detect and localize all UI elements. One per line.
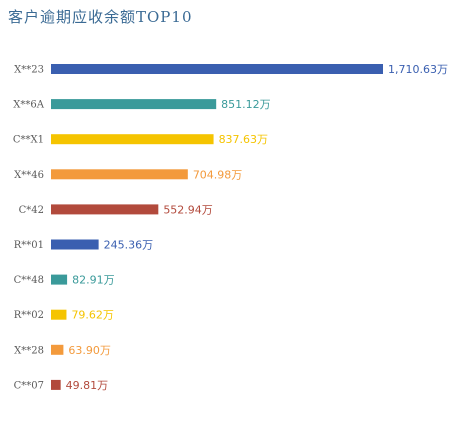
- value-label: 552.94万: [163, 203, 213, 216]
- category-label: X**23: [14, 65, 44, 76]
- bar: [51, 239, 99, 250]
- value-label: 49.81万: [66, 379, 109, 392]
- bars-layer: X**23 1,710.63万 X**6A 851.12万 C**X1 837.63万 X*…: [13, 63, 448, 392]
- bar: [51, 64, 383, 74]
- value-label: 1,710.63万: [388, 63, 448, 76]
- value-label: 245.36万: [104, 239, 154, 252]
- chart-title: 客户逾期应收余额TOP10: [8, 8, 193, 26]
- value-label: 851.12万: [221, 98, 271, 111]
- bar: [51, 379, 61, 390]
- bar: [51, 274, 68, 285]
- category-label: X**46: [14, 170, 44, 181]
- bar: [51, 309, 67, 320]
- category-label: X**28: [14, 345, 44, 356]
- bar: [51, 204, 159, 215]
- category-label: C**07: [14, 380, 44, 391]
- category-label: R**02: [14, 310, 44, 321]
- bar: [51, 344, 64, 355]
- category-label: C**48: [14, 275, 44, 286]
- bar: [51, 134, 214, 145]
- bar: [51, 99, 217, 110]
- category-label: C*42: [19, 205, 44, 216]
- value-label: 837.63万: [219, 133, 269, 146]
- value-label: 63.90万: [68, 344, 111, 357]
- bar: [51, 169, 188, 180]
- category-label: X**6A: [13, 100, 44, 111]
- category-label: R**01: [14, 240, 44, 251]
- category-label: C**X1: [13, 135, 44, 146]
- value-label: 79.62万: [71, 309, 114, 322]
- value-label: 704.98万: [193, 168, 243, 181]
- value-label: 82.91万: [72, 274, 115, 287]
